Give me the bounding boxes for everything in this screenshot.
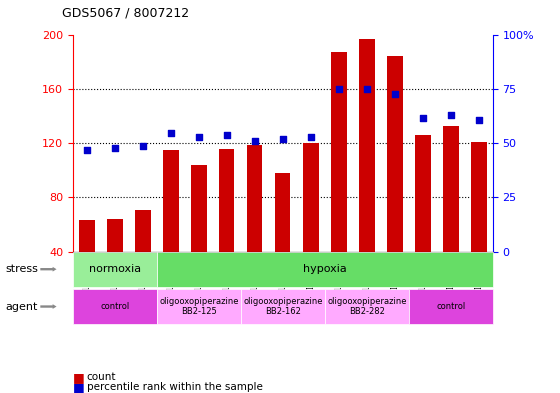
Text: oligooxopiperazine
BB2-125: oligooxopiperazine BB2-125 (159, 297, 239, 316)
Text: stress: stress (6, 264, 39, 274)
Point (334, 86, 343, 92)
Point (166, 129, 175, 136)
Point (222, 132, 231, 138)
Text: GDS5067 / 8007212: GDS5067 / 8007212 (62, 7, 189, 20)
Text: normoxia: normoxia (88, 264, 141, 274)
Point (474, 116, 483, 123)
Point (194, 134, 203, 140)
Point (362, 86, 371, 92)
Bar (79, 220, 95, 252)
Bar (409, 289, 493, 324)
Text: hypoxia: hypoxia (303, 264, 347, 274)
Bar (331, 51, 347, 252)
Bar (303, 143, 319, 252)
Text: ■: ■ (73, 371, 85, 384)
Text: agent: agent (6, 301, 38, 312)
Bar (471, 142, 487, 252)
Text: ■: ■ (73, 380, 85, 393)
Text: count: count (87, 372, 116, 382)
Bar (241, 289, 325, 324)
Point (138, 142, 147, 149)
Bar (247, 145, 263, 252)
Bar (275, 173, 291, 252)
Bar (415, 135, 431, 252)
Bar (73, 252, 157, 287)
Bar (325, 289, 409, 324)
Bar (443, 126, 459, 252)
Point (250, 138, 259, 144)
Bar (135, 209, 151, 252)
Bar (163, 150, 179, 252)
Bar (359, 39, 375, 252)
Text: oligooxopiperazine
BB2-282: oligooxopiperazine BB2-282 (327, 297, 407, 316)
Bar (157, 289, 241, 324)
Bar (73, 289, 157, 324)
Point (278, 136, 287, 142)
Text: oligooxopiperazine
BB2-162: oligooxopiperazine BB2-162 (243, 297, 323, 316)
Bar (107, 219, 123, 252)
Point (110, 145, 119, 151)
Point (418, 114, 427, 121)
Point (82, 147, 91, 153)
Text: percentile rank within the sample: percentile rank within the sample (87, 382, 263, 392)
Point (390, 90, 399, 97)
Point (446, 112, 455, 118)
Bar (157, 252, 493, 287)
Bar (387, 56, 403, 252)
Text: control: control (436, 302, 465, 311)
Bar (191, 165, 207, 252)
Text: control: control (100, 302, 129, 311)
Bar (219, 149, 235, 252)
Point (306, 134, 315, 140)
